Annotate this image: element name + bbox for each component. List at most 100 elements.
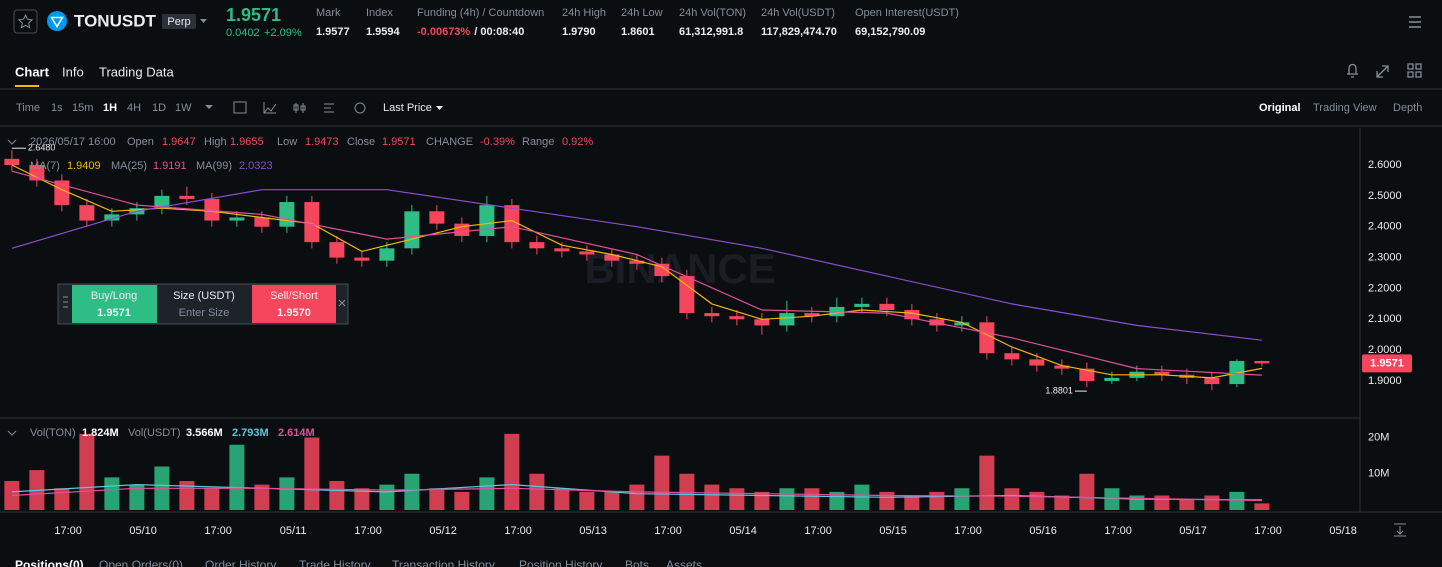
interval[interactable]: 1H <box>103 102 117 114</box>
y-tick-label: 2.0000 <box>1368 344 1402 356</box>
sell-label: Sell/Short <box>270 290 318 302</box>
volume-bar <box>954 488 970 510</box>
scale-reset-icon[interactable] <box>1394 523 1406 537</box>
interval[interactable]: 1W <box>175 102 192 114</box>
candle-body <box>704 313 720 317</box>
candle-body <box>1054 365 1070 369</box>
favorite-button[interactable] <box>13 9 38 34</box>
bottom-tab[interactable]: Order History <box>205 558 276 567</box>
drawing-icon[interactable] <box>354 102 366 114</box>
ma-legend-name: MA(99) <box>196 160 232 172</box>
symbol[interactable]: TONUSDT <box>74 11 156 30</box>
candle-body <box>1079 368 1095 381</box>
bottom-tab[interactable]: Positions(0) <box>15 558 84 567</box>
alert-icon[interactable] <box>1347 63 1358 78</box>
candle-body <box>4 158 20 166</box>
price-change-pct: +2.09% <box>264 27 302 39</box>
tab[interactable]: Chart <box>15 64 50 79</box>
bottom-tab[interactable]: Trade History <box>299 558 371 567</box>
tab[interactable]: Info <box>62 64 84 79</box>
x-tick-label: 05/16 <box>1029 525 1057 537</box>
volume-bar <box>1004 488 1020 510</box>
bottom-tab[interactable]: Transaction History <box>392 558 495 567</box>
volume-tick-label: 20M <box>1368 431 1389 443</box>
price-type[interactable]: Last Price <box>383 102 432 114</box>
collapse-volume[interactable] <box>7 430 17 436</box>
interval-dropdown[interactable] <box>205 105 213 109</box>
volume-bar <box>654 455 670 510</box>
candle-type-icon[interactable] <box>293 103 306 113</box>
stat-extra: / 00:08:40 <box>474 26 524 38</box>
stat-label: 24h High <box>562 7 606 19</box>
candle-body <box>1154 371 1170 375</box>
candle-body <box>154 195 170 209</box>
volume-bar <box>404 473 420 510</box>
volume-bar <box>504 433 520 510</box>
symbol-dropdown[interactable] <box>200 19 207 23</box>
price-change: 0.0402 <box>226 27 260 39</box>
ma-legend-value: 1.9409 <box>67 160 101 172</box>
menu-icon[interactable] <box>1409 16 1421 28</box>
sell-button[interactable] <box>252 285 336 323</box>
settings-list-icon[interactable] <box>324 103 334 113</box>
candle-body <box>529 242 545 249</box>
view-option[interactable]: Trading View <box>1313 102 1377 114</box>
indicator-icon[interactable] <box>263 102 277 114</box>
view-option[interactable]: Original <box>1259 102 1301 114</box>
fullscreen-icon[interactable] <box>1376 65 1389 78</box>
volume-ma-line <box>11 487 1262 502</box>
interval[interactable]: 15m <box>72 102 93 114</box>
ohlc-label: Close <box>347 136 375 148</box>
y-tick-label: 2.1000 <box>1368 313 1402 325</box>
tab[interactable]: Trading Data <box>99 64 174 79</box>
active-tab-underline <box>15 85 39 87</box>
volume-bar <box>254 484 270 510</box>
x-tick-label: 05/13 <box>579 525 607 537</box>
interval[interactable]: 1D <box>152 102 166 114</box>
ohlc-value: 1.9647 <box>162 136 196 148</box>
volume-bar <box>229 444 245 510</box>
volume-bar <box>929 491 945 510</box>
candle-body <box>979 322 995 354</box>
candle-body <box>104 214 120 221</box>
volume-bar <box>354 488 370 510</box>
volume-bar <box>979 455 995 510</box>
interval[interactable]: 1s <box>51 102 63 114</box>
volume-bar <box>454 491 470 510</box>
volume-bar <box>429 488 445 510</box>
stat-value: -0.00673% <box>417 26 470 38</box>
x-tick-label: 17:00 <box>504 525 532 537</box>
y-tick-label: 2.5000 <box>1368 190 1402 202</box>
volume-bar <box>1179 499 1195 510</box>
calendar-icon[interactable] <box>233 101 247 114</box>
bottom-tab[interactable]: Open Orders(0) <box>99 558 183 567</box>
volume-legend-value: 2.614M <box>278 427 315 439</box>
x-tick-label: 05/12 <box>429 525 457 537</box>
layout-icon[interactable] <box>1407 63 1422 78</box>
size-input[interactable]: Enter Size <box>179 307 230 319</box>
close-widget[interactable] <box>338 299 346 307</box>
bottom-tab[interactable]: Assets <box>666 558 702 567</box>
bottom-tab[interactable]: Bots <box>625 558 649 567</box>
candle-body <box>79 205 95 221</box>
bottom-tab[interactable]: Position History <box>519 558 602 567</box>
volume-bar <box>1129 495 1145 510</box>
buy-button[interactable] <box>72 285 157 323</box>
x-tick-label: 17:00 <box>804 525 832 537</box>
candle-body <box>479 205 495 236</box>
candle-body <box>404 211 420 249</box>
y-tick-label: 2.3000 <box>1368 251 1402 263</box>
price-type-dropdown[interactable] <box>436 106 443 110</box>
view-option[interactable]: Depth <box>1393 102 1422 114</box>
volume-bar <box>629 484 645 510</box>
perp-badge-text: Perp <box>167 16 190 28</box>
interval[interactable]: 4H <box>127 102 141 114</box>
ohlc-value: 0.92% <box>562 136 593 148</box>
annotation-label: 2.6480 <box>28 143 56 153</box>
collapse-ohlc[interactable] <box>7 139 17 145</box>
drag-handle[interactable] <box>63 296 68 308</box>
candle-body <box>179 195 195 199</box>
stat-label: Index <box>366 7 393 19</box>
volume-bar <box>279 477 295 510</box>
